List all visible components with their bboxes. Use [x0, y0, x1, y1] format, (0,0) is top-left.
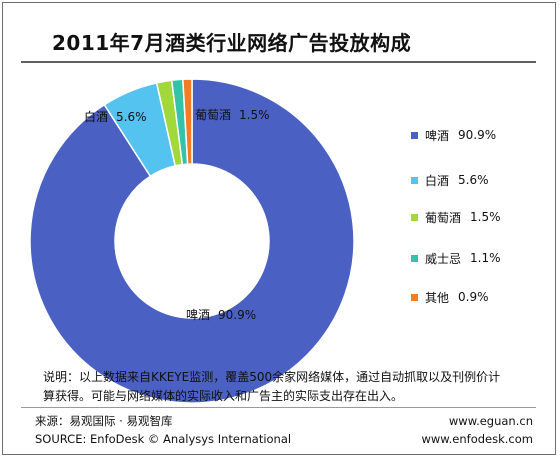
website-url-eguan: www.eguan.cn: [448, 414, 533, 428]
data-label-value: 5.6%: [116, 110, 147, 124]
source-line-1: 来源：易观国际 · 易观智库: [35, 414, 173, 428]
website-url-enfodesk: www.enfodesk.com: [421, 432, 533, 446]
legend-value: 1.5%: [470, 210, 501, 224]
legend-item-other: 其他 0.9%: [411, 289, 489, 305]
legend-label: 葡萄酒: [425, 210, 462, 225]
footnote-line-1: 说明：以上数据来自KKEYE监测，覆盖500余家网络媒体，通过自动抓取以及刊例价…: [43, 370, 501, 384]
slice-beer: [29, 78, 355, 404]
source-line-2: SOURCE: EnfoDesk © Analysys Internationa…: [35, 432, 292, 446]
legend-value: 5.6%: [458, 173, 489, 187]
legend-swatch: [411, 131, 418, 139]
legend-value: 1.1%: [470, 251, 501, 265]
legend-label: 其他: [425, 290, 450, 305]
data-label-name: 白酒: [84, 110, 109, 124]
legend-item-wine: 葡萄酒 1.5%: [411, 209, 501, 225]
legend-swatch: [411, 293, 418, 301]
footnote-line-2: 算获得。可能与网络媒体的实际收入和广告主的实际支出存在出入。: [43, 389, 404, 403]
footer-divider: [21, 407, 536, 408]
title-divider: [21, 61, 536, 63]
legend-value: 90.9%: [458, 128, 497, 142]
legend-swatch: [411, 213, 418, 221]
data-label-name: 啤酒: [186, 308, 211, 322]
data-label-beer: 啤酒 90.9%: [186, 306, 256, 323]
data-label-name: 葡萄酒: [195, 108, 232, 122]
slice-other: [182, 78, 193, 165]
data-label-value: 1.5%: [239, 108, 270, 122]
legend-label: 白酒: [425, 173, 450, 188]
data-label-value: 90.9%: [218, 308, 257, 322]
data-label-wine: 葡萄酒 1.5%: [195, 106, 270, 123]
legend-item-whisky: 威士忌 1.1%: [411, 250, 501, 266]
legend-item-beer: 啤酒 90.9%: [411, 127, 496, 143]
legend-label: 啤酒: [425, 128, 450, 143]
website-links: www.eguan.cn www.enfodesk.com: [421, 412, 533, 448]
source-credit: 来源：易观国际 · 易观智库 SOURCE: EnfoDesk © Analys…: [35, 412, 291, 448]
legend-item-baijiu: 白酒 5.6%: [411, 172, 489, 188]
chart-title: 2011年7月酒类行业网络广告投放构成: [52, 31, 412, 55]
data-label-baijiu: 白酒 5.6%: [84, 108, 147, 125]
legend-label: 威士忌: [425, 251, 462, 266]
legend-swatch: [411, 254, 418, 262]
legend-swatch: [411, 176, 418, 184]
footnote: 说明：以上数据来自KKEYE监测，覆盖500余家网络媒体，通过自动抓取以及刊例价…: [43, 368, 519, 406]
legend-value: 0.9%: [458, 290, 489, 304]
